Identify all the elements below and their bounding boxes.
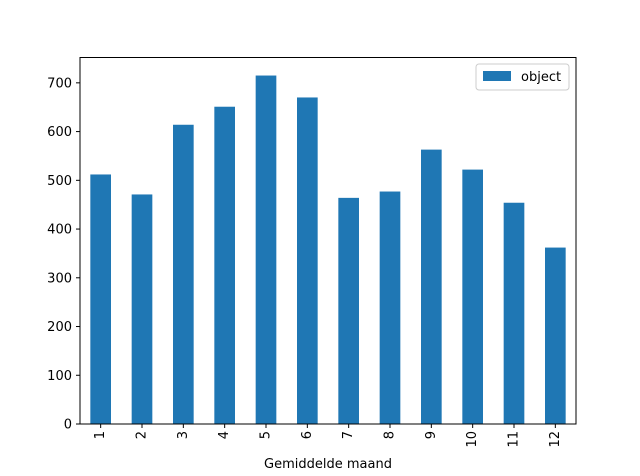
x-tick-label-9: 9	[424, 431, 439, 439]
x-tick-label-3: 3	[176, 431, 191, 439]
legend-box	[475, 63, 570, 91]
legend-label: object	[521, 70, 561, 85]
bar-5	[255, 75, 277, 424]
x-tick-label-10: 10	[465, 431, 480, 448]
y-tick-label-300: 300	[47, 271, 72, 286]
bar-4	[214, 106, 235, 425]
x-tick-label-2: 2	[135, 431, 150, 439]
x-tick-label-12: 12	[548, 431, 563, 448]
bar-6	[297, 97, 318, 424]
bar-11	[503, 202, 525, 424]
plot-frame	[79, 57, 577, 425]
bar-1	[90, 174, 111, 424]
y-tick-label-0: 0	[64, 418, 72, 433]
y-tick-label-500: 500	[47, 174, 72, 189]
bar-12	[545, 247, 566, 424]
y-tick-label-400: 400	[47, 223, 72, 238]
y-tick-label-200: 200	[47, 320, 72, 335]
bar-8	[379, 191, 401, 424]
bar-9	[421, 149, 442, 424]
x-tick-label-6: 6	[300, 431, 315, 439]
x-axis-label: Gemiddelde maand	[264, 457, 392, 472]
x-tick-label-4: 4	[217, 431, 232, 439]
legend-swatch	[483, 71, 511, 81]
y-tick-label-100: 100	[47, 369, 72, 384]
bar-3	[173, 124, 194, 424]
bar-2	[131, 194, 153, 424]
x-tick-label-8: 8	[383, 431, 398, 439]
y-tick-label-600: 600	[47, 125, 72, 140]
bar-10	[462, 169, 483, 424]
legend: object	[475, 63, 570, 91]
bars-group	[90, 75, 566, 425]
y-axis: 0 100 200 300 400 500 600 700	[47, 76, 80, 433]
x-axis: 1 2 3 4 5 6 7 8 9 10 11 12	[93, 424, 563, 448]
x-tick-label-7: 7	[341, 431, 356, 439]
x-tick-label-5: 5	[259, 431, 274, 439]
x-tick-label-1: 1	[93, 431, 108, 439]
y-tick-label-700: 700	[47, 76, 72, 91]
x-tick-label-11: 11	[507, 431, 522, 448]
bar-7	[338, 197, 359, 424]
